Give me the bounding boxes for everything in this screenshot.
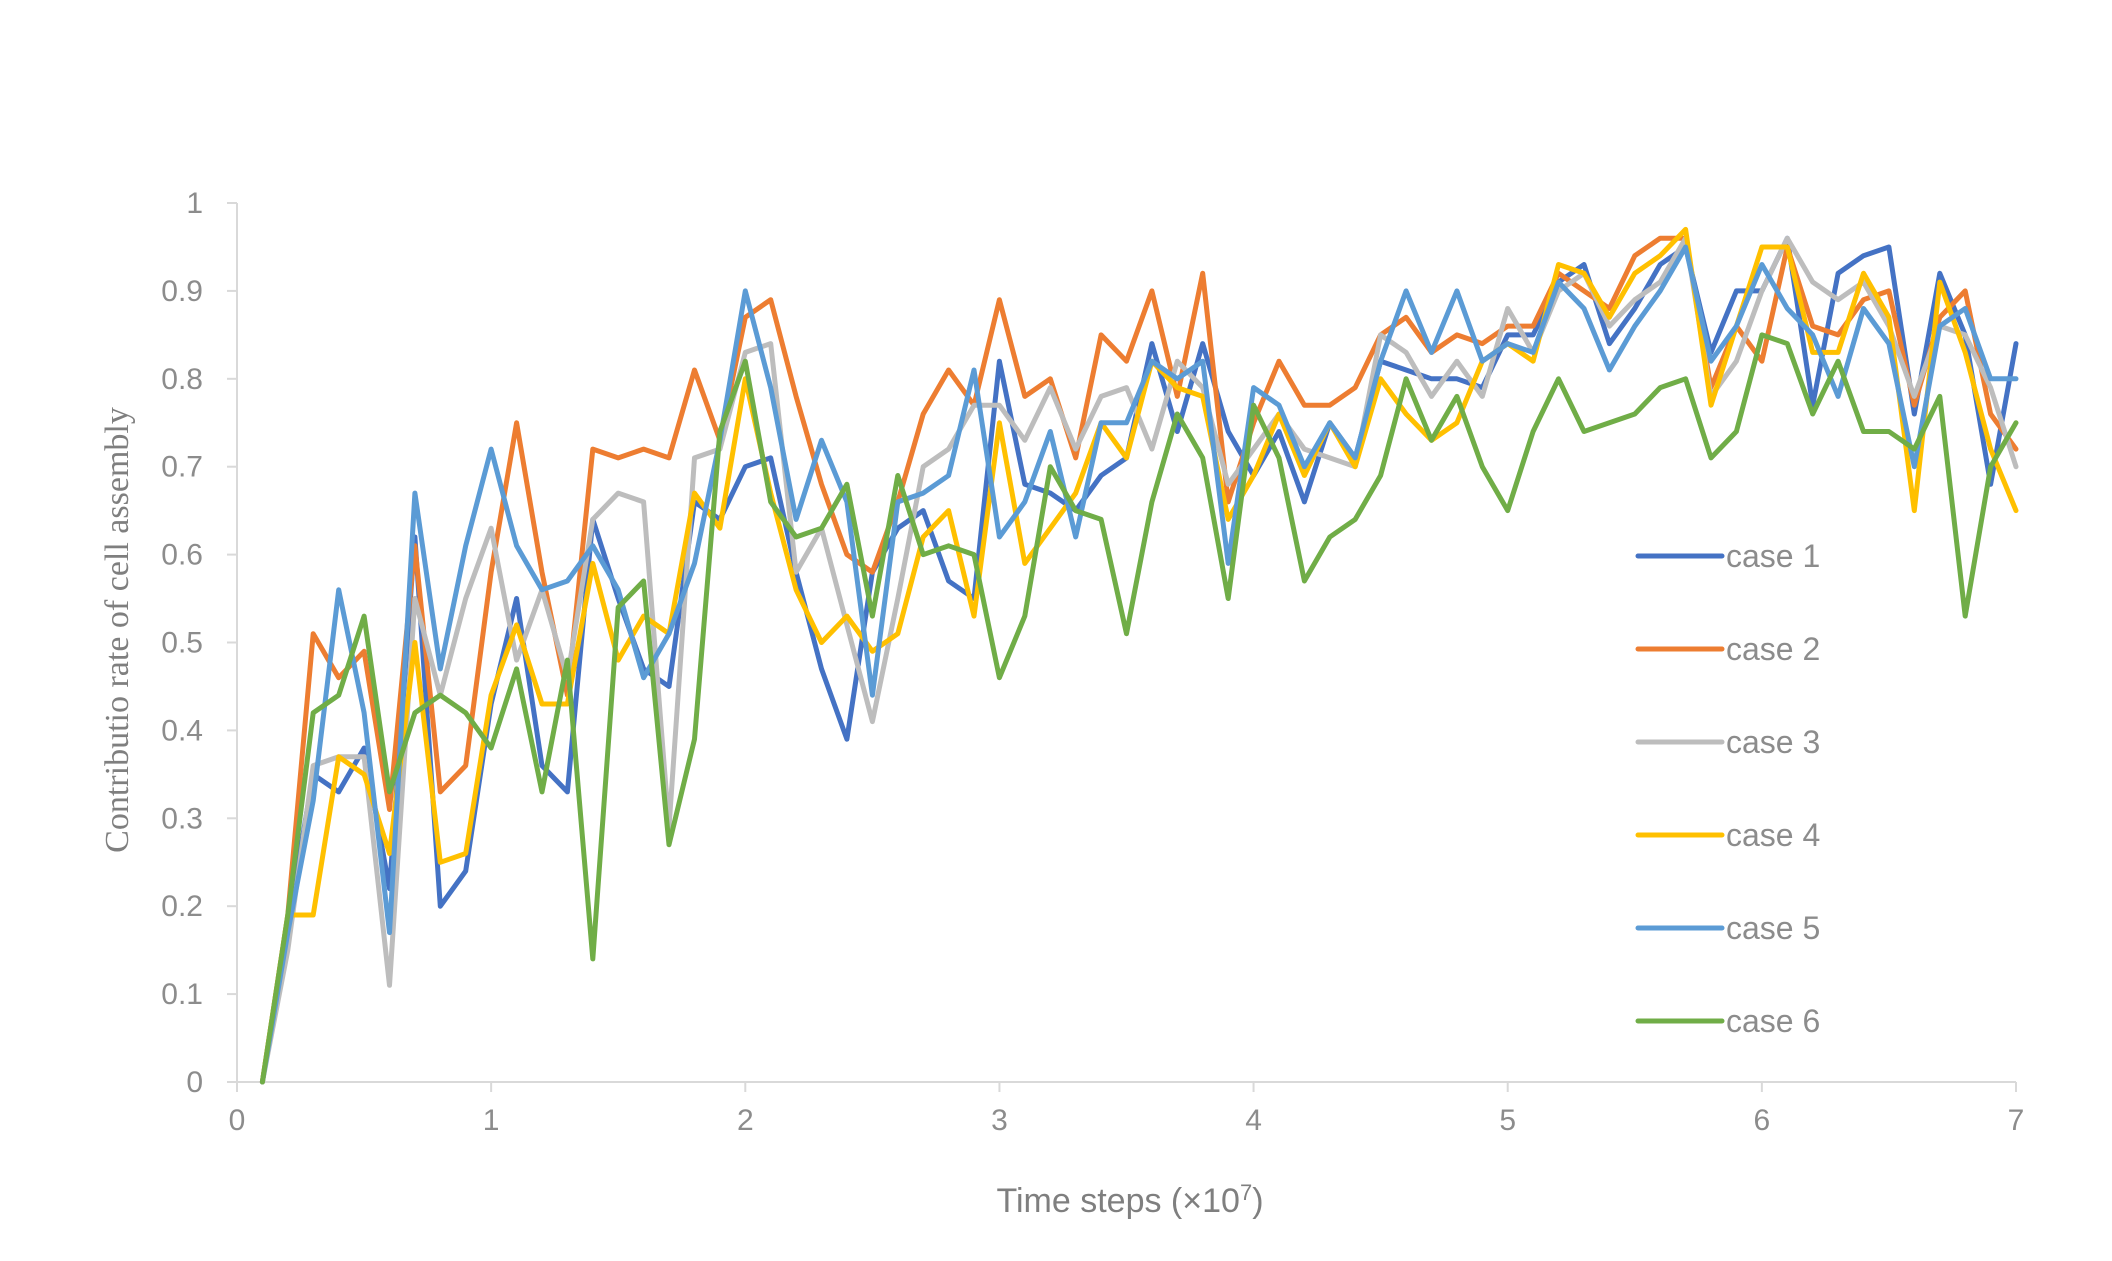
y-tick-label: 0.7 [161,451,203,484]
x-tick-label: 7 [2008,1104,2025,1137]
x-tick-label: 5 [1499,1104,1516,1137]
series-line-case-6 [259,332,2019,1085]
x-tick-label: 6 [1754,1104,1771,1137]
y-tick-label: 0.8 [161,363,203,396]
x-tick-label: 0 [229,1104,246,1137]
series-lines [259,226,2019,1085]
y-tick-label: 0.5 [161,627,203,660]
legend-label: case 4 [1726,817,1820,853]
axes: 0 0.1 0.2 0.3 0.4 0.5 0.6 0.7 0.8 0.9 1 0 1 2 3 4 5 6 7 [161,187,2024,1137]
y-tick-label: 1 [186,187,203,220]
y-tick-label: 0.2 [161,890,203,923]
x-tick-label: 3 [991,1104,1008,1137]
x-tick-label: 4 [1245,1104,1262,1137]
x-axis-title: Time steps (×107) [996,1180,1263,1221]
series-line-case-5 [259,244,2019,1085]
legend: case 1 case 2 case 3 case 4 case 5 case 6 [1635,538,1820,1039]
y-tick-label: 0.1 [161,978,203,1011]
legend-label: case 6 [1726,1003,1820,1039]
legend-label: case 1 [1726,538,1820,574]
y-tick-label: 0.3 [161,802,203,835]
legend-label: case 2 [1726,631,1820,667]
y-axis-title: Contributio rate of cell assembly [99,407,136,853]
y-tick-label: 0 [186,1066,203,1099]
y-tick-label: 0.4 [161,714,203,747]
y-tick-label: 0.9 [161,275,203,308]
x-tick-label: 2 [737,1104,754,1137]
legend-label: case 3 [1726,724,1820,760]
y-tick-label: 0.6 [161,539,203,572]
x-tick-label: 1 [483,1104,500,1137]
series-line-case-4 [259,226,2019,1085]
legend-label: case 5 [1726,910,1820,946]
